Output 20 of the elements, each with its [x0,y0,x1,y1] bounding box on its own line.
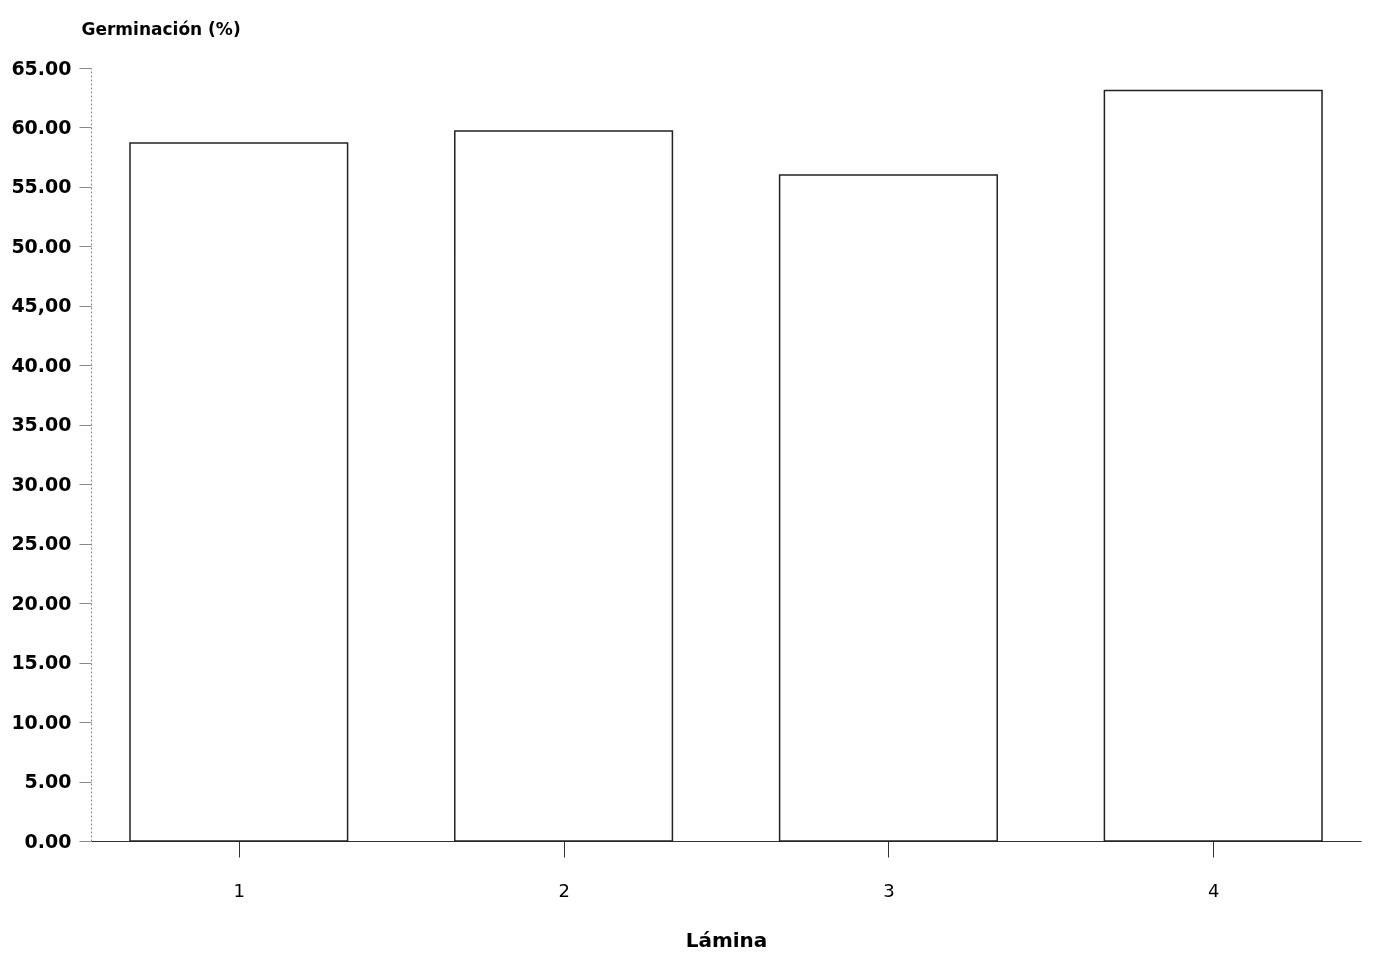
x-tick-label: 2 [558,879,570,901]
y-tick-label: 45,00 [11,294,72,317]
y-tick-label: 25.00 [11,532,72,555]
y-tick-label: 0.00 [24,829,72,852]
x-tick-label: 4 [1207,879,1220,901]
y-axis-title: Germinación (%) [81,18,241,39]
y-tick-label: 10.00 [11,710,72,733]
y-tick-label: 50.00 [11,234,72,257]
y-tick-label: 65.00 [11,56,72,79]
x-axis-title: Lámina [685,927,768,952]
y-tick-label: 35.00 [11,413,72,436]
y-tick-label: 55.00 [11,175,72,198]
y-tick-label: 60.00 [11,115,72,138]
x-tick-label: 3 [883,879,895,901]
y-tick-label: 5.00 [24,770,72,793]
y-tick-label: 15.00 [11,651,72,674]
y-tick-label: 40.00 [11,353,72,376]
y-tick-label: 20.00 [11,591,72,614]
x-tick-label: 1 [233,879,246,901]
y-tick-label: 30.00 [11,472,72,495]
